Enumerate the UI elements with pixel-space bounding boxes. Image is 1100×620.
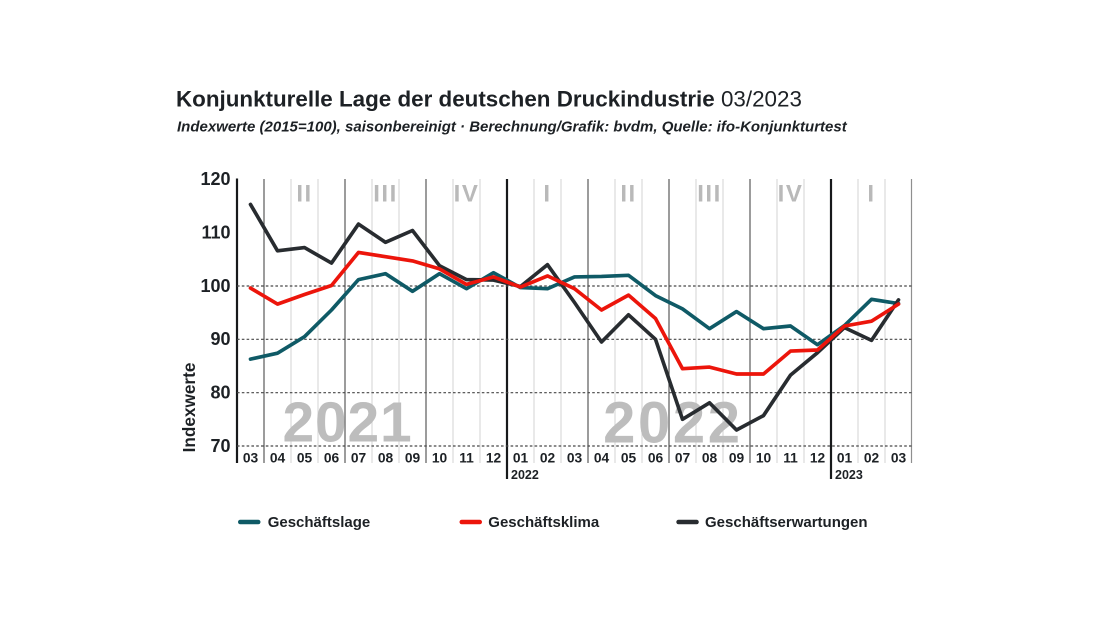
svg-text:10: 10 (432, 450, 448, 465)
svg-text:Konjunkturelle Lage der deutsc: Konjunkturelle Lage der deutschen Drucki… (176, 87, 802, 112)
svg-text:Geschäftslage: Geschäftslage (268, 514, 371, 531)
svg-text:II: II (620, 181, 636, 208)
svg-text:05: 05 (621, 450, 637, 465)
svg-text:70: 70 (210, 436, 230, 456)
svg-text:05: 05 (297, 450, 313, 465)
svg-text:12: 12 (486, 450, 502, 465)
svg-text:80: 80 (210, 383, 230, 403)
svg-text:06: 06 (648, 450, 664, 465)
svg-text:01: 01 (837, 450, 853, 465)
svg-text:10: 10 (756, 450, 772, 465)
svg-text:07: 07 (675, 450, 691, 465)
svg-text:90: 90 (210, 329, 230, 349)
svg-text:11: 11 (459, 450, 474, 465)
svg-text:120: 120 (200, 169, 230, 189)
svg-text:2023: 2023 (835, 468, 863, 482)
svg-text:02: 02 (864, 450, 880, 465)
svg-text:Indexwerte (2015=100), saisonb: Indexwerte (2015=100), saisonbereinigt ·… (177, 119, 848, 136)
svg-text:Geschäftsklima: Geschäftsklima (488, 514, 600, 531)
svg-text:09: 09 (729, 450, 745, 465)
svg-text:02: 02 (540, 450, 556, 465)
svg-text:03: 03 (567, 450, 583, 465)
svg-text:04: 04 (594, 450, 610, 465)
svg-text:II: II (296, 181, 312, 208)
svg-text:100: 100 (200, 276, 230, 296)
svg-text:06: 06 (324, 450, 340, 465)
svg-text:09: 09 (405, 450, 421, 465)
svg-text:III: III (373, 181, 398, 208)
svg-text:01: 01 (513, 450, 529, 465)
svg-text:08: 08 (702, 450, 718, 465)
svg-text:III: III (697, 181, 722, 208)
svg-text:I: I (543, 181, 551, 208)
svg-text:12: 12 (810, 450, 826, 465)
svg-text:07: 07 (351, 450, 367, 465)
svg-text:Indexwerte: Indexwerte (179, 363, 199, 453)
svg-text:03: 03 (243, 450, 259, 465)
svg-text:11: 11 (783, 450, 798, 465)
svg-text:03: 03 (891, 450, 907, 465)
svg-text:2021: 2021 (282, 391, 412, 455)
svg-text:IV: IV (778, 181, 804, 208)
svg-text:08: 08 (378, 450, 394, 465)
svg-text:IV: IV (454, 181, 480, 208)
svg-text:2022: 2022 (511, 468, 539, 482)
svg-text:Geschäftserwartungen: Geschäftserwartungen (705, 514, 868, 531)
svg-text:04: 04 (270, 450, 286, 465)
svg-text:110: 110 (201, 223, 230, 243)
svg-text:I: I (867, 181, 875, 208)
svg-text:2022: 2022 (603, 391, 742, 456)
